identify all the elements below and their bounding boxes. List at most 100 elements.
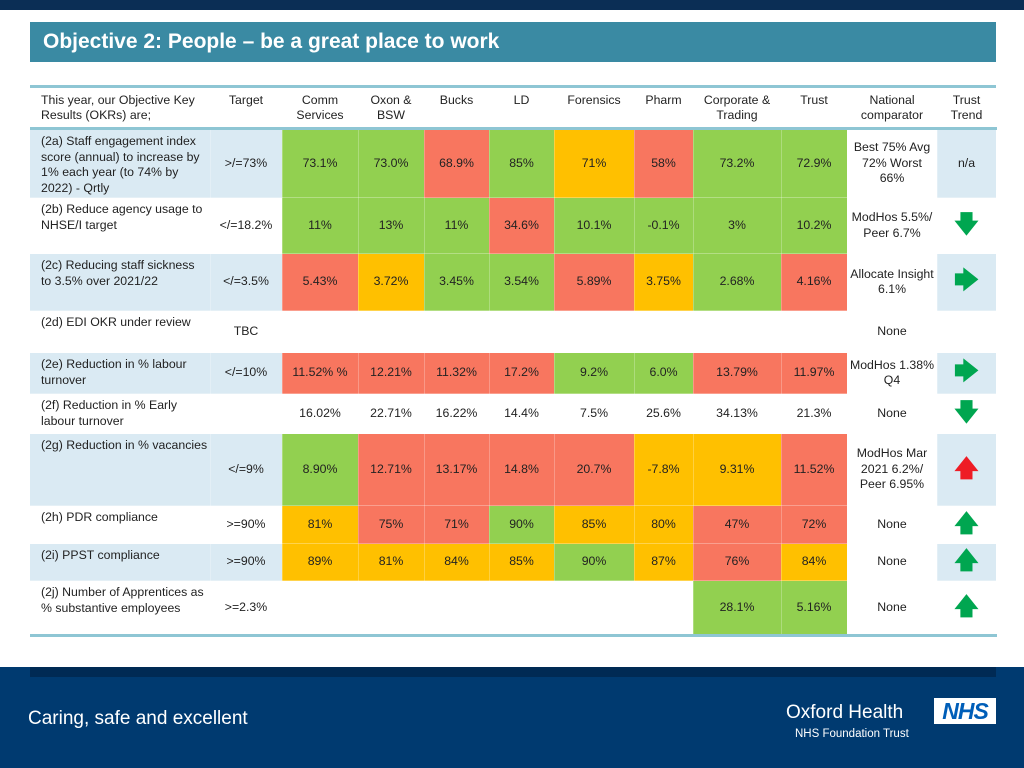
national-comparator: ModHos 1.38% Q4	[847, 352, 938, 394]
metric-cell: 71%	[424, 505, 490, 544]
metric-cell: 11.52% %	[282, 352, 359, 394]
trust-trend: 🡆	[937, 352, 997, 394]
trust-trend: n/a	[937, 128, 997, 198]
metric-cell: 73.1%	[282, 128, 359, 198]
national-comparator: Best 75% Avg 72% Worst 66%	[847, 128, 938, 198]
metric-cell: 47%	[693, 505, 782, 544]
metric-cell: 21.3%	[781, 393, 848, 434]
metric-cell	[554, 310, 635, 353]
metric-cell: -7.8%	[634, 433, 694, 506]
trust-trend: 🡅	[937, 505, 997, 544]
metric-cell	[634, 580, 694, 637]
metric-cell	[634, 310, 694, 353]
column-header: Corporate & Trading	[693, 85, 781, 130]
nhs-logo: NHS	[934, 698, 996, 724]
table-row: (2a) Staff engagement index score (annua…	[30, 128, 997, 198]
national-comparator: Allocate Insight 6.1%	[847, 253, 938, 311]
metric-cell: 87%	[634, 543, 694, 581]
metric-cell: 73.2%	[693, 128, 782, 198]
metric-cell	[358, 310, 425, 353]
org-subtitle: NHS Foundation Trust	[795, 728, 909, 740]
target-value: </=18.2%	[210, 197, 283, 254]
okr-table: This year, our Objective Key Results (OK…	[30, 85, 997, 637]
metric-cell: 11%	[424, 197, 490, 254]
metric-cell: 85%	[489, 543, 555, 581]
metric-cell: 8.90%	[282, 433, 359, 506]
trust-trend: 🡇	[937, 197, 997, 254]
metric-cell: 34.13%	[693, 393, 782, 434]
column-header: Trust Trend	[937, 85, 996, 130]
table-row: (2d) EDI OKR under review TBC None	[30, 310, 997, 353]
okr-label: (2d) EDI OKR under review	[30, 310, 211, 353]
metric-cell: 90%	[554, 543, 635, 581]
okr-label: (2a) Staff engagement index score (annua…	[30, 128, 211, 198]
column-header: Pharm	[634, 85, 693, 130]
okr-label: (2c) Reducing staff sickness to 3.5% ove…	[30, 253, 211, 311]
national-comparator: ModHos Mar 2021 6.2%/ Peer 6.95%	[847, 433, 938, 506]
arrow-right-icon: 🡆	[954, 358, 979, 386]
target-value: </=3.5%	[210, 253, 283, 311]
metric-cell: 6.0%	[634, 352, 694, 394]
target-value: TBC	[210, 310, 283, 353]
metric-cell: 85%	[554, 505, 635, 544]
metric-cell: 28.1%	[693, 580, 782, 637]
metric-cell: 76%	[693, 543, 782, 581]
column-header: Target	[210, 85, 282, 130]
okr-label: (2i) PPST compliance	[30, 543, 211, 581]
okr-label: (2h) PDR compliance	[30, 505, 211, 544]
target-value: >=2.3%	[210, 580, 283, 637]
metric-cell: 81%	[282, 505, 359, 544]
page-title: Objective 2: People – be a great place t…	[30, 22, 996, 62]
metric-cell: 3.75%	[634, 253, 694, 311]
national-comparator: None	[847, 310, 938, 353]
target-value: </=9%	[210, 433, 283, 506]
trust-trend: 🡆	[937, 253, 997, 311]
metric-cell: 68.9%	[424, 128, 490, 198]
metric-cell: 16.22%	[424, 393, 490, 434]
metric-cell: 16.02%	[282, 393, 359, 434]
metric-cell	[282, 310, 359, 353]
metric-cell: 80%	[634, 505, 694, 544]
column-header: Oxon & BSW	[358, 85, 424, 130]
metric-cell: 20.7%	[554, 433, 635, 506]
arrow-up-icon: 🡅	[954, 509, 979, 537]
metric-cell: 11.97%	[781, 352, 848, 394]
metric-cell	[282, 580, 359, 637]
metric-cell: 34.6%	[489, 197, 555, 254]
metric-cell: 5.16%	[781, 580, 848, 637]
arrow-up-icon: 🡅	[954, 454, 979, 482]
metric-cell: 81%	[358, 543, 425, 581]
metric-cell: 13%	[358, 197, 425, 254]
table-row: (2e) Reduction in % labour turnover </=10…	[30, 352, 997, 394]
arrow-down-icon: 🡇	[954, 398, 979, 426]
metric-cell: 4.16%	[781, 253, 848, 311]
arrow-up-icon: 🡅	[954, 547, 979, 575]
table-row: (2c) Reducing staff sickness to 3.5% ove…	[30, 253, 997, 311]
metric-cell: 5.43%	[282, 253, 359, 311]
metric-cell: 14.4%	[489, 393, 555, 434]
target-value: >/=73%	[210, 128, 283, 198]
metric-cell: 72.9%	[781, 128, 848, 198]
metric-cell: 84%	[424, 543, 490, 581]
metric-cell: 11%	[282, 197, 359, 254]
national-comparator: None	[847, 505, 938, 544]
national-comparator: ModHos 5.5%/ Peer 6.7%	[847, 197, 938, 254]
metric-cell: 72%	[781, 505, 848, 544]
table-row: (2g) Reduction in % vacancies </=9% 8.90% 1…	[30, 433, 997, 506]
column-header: Trust	[781, 85, 847, 130]
column-header: LD	[489, 85, 554, 130]
trust-trend: 🡅	[937, 433, 997, 506]
top-strip	[0, 0, 1024, 10]
okr-label: (2b) Reduce agency usage to NHSE/I targe…	[30, 197, 211, 254]
target-value: </=10%	[210, 352, 283, 394]
column-header: Forensics	[554, 85, 634, 130]
target-value	[210, 393, 283, 434]
metric-cell: 75%	[358, 505, 425, 544]
metric-cell	[489, 580, 555, 637]
metric-cell: 25.6%	[634, 393, 694, 434]
metric-cell	[554, 580, 635, 637]
metric-cell: 2.68%	[693, 253, 782, 311]
arrow-right-icon: 🡆	[954, 267, 979, 295]
arrow-up-icon: 🡅	[954, 592, 979, 620]
metric-cell: 11.32%	[424, 352, 490, 394]
